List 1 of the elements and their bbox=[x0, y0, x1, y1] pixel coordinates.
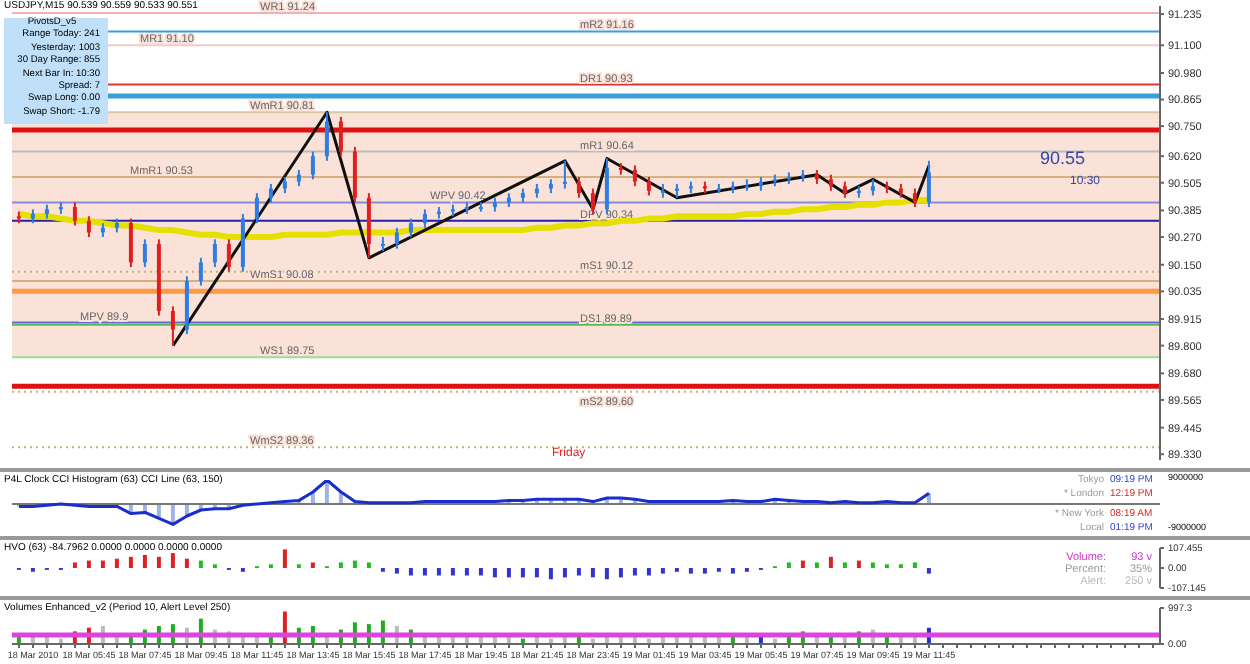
annotation: 90.55 bbox=[1040, 148, 1086, 168]
